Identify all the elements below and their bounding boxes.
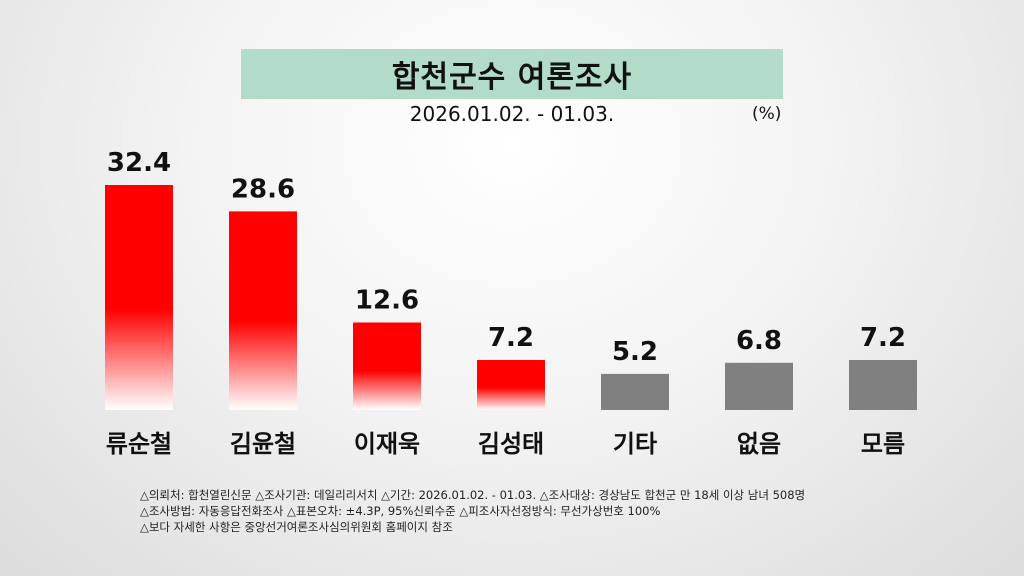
- value-label-1: 32.4: [107, 148, 171, 178]
- bar-7: [849, 360, 917, 410]
- bar-2: [229, 211, 297, 410]
- category-label-1: 류순철: [106, 430, 172, 458]
- category-label-4: 김성태: [478, 430, 544, 458]
- bar-1: [105, 185, 173, 410]
- survey-date: 2026.01.02. - 01.03.: [409, 102, 615, 126]
- bar-6: [725, 362, 793, 410]
- bar-4: [477, 360, 545, 410]
- value-label-4: 7.2: [488, 323, 534, 353]
- value-label-7: 7.2: [860, 323, 906, 353]
- category-label-6: 없음: [737, 430, 781, 458]
- category-label-3: 이재욱: [354, 430, 420, 458]
- value-label-6: 6.8: [736, 326, 782, 356]
- footnote-line-3: △보다 자세한 사항은 중앙선거여론조사심의위원회 홈페이지 참조: [140, 520, 453, 534]
- footnotes: △의뢰처: 합천열린신문 △조사기관: 데일리리서치 △기간: 2026.01.…: [140, 487, 805, 535]
- unit-label: (%): [752, 104, 782, 124]
- title-banner: 합천군수 여론조사: [241, 49, 783, 99]
- category-label-5: 기타: [613, 430, 657, 458]
- bar-5: [601, 373, 669, 410]
- value-label-2: 28.6: [231, 174, 295, 204]
- footnote-line-1: △의뢰처: 합천열린신문 △조사기관: 데일리리서치 △기간: 2026.01.…: [140, 488, 806, 502]
- footnote-line-2: △조사방법: 자동응답전화조사 △표본오차: ±4.3P, 95%신뢰수준 △피…: [140, 504, 661, 518]
- bar-3: [353, 322, 421, 410]
- category-label-7: 모름: [861, 430, 905, 458]
- chart-title: 합천군수 여론조사: [391, 60, 633, 95]
- category-label-2: 김윤철: [230, 430, 296, 458]
- value-label-5: 5.2: [612, 337, 658, 367]
- value-label-3: 12.6: [355, 286, 419, 316]
